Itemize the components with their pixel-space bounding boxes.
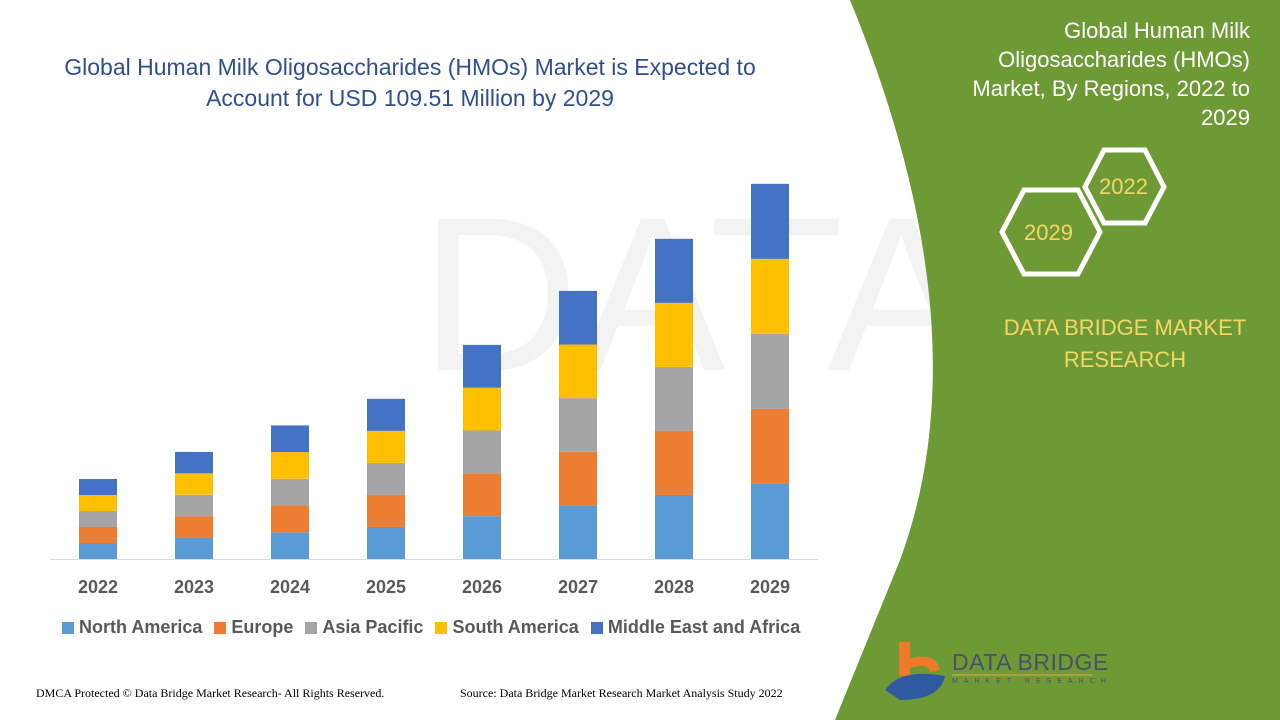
bar-segment-2023-north-america	[175, 537, 213, 559]
logo-mark	[885, 642, 945, 700]
x-tick-label: 2022	[78, 577, 118, 597]
watermark: DATA	[420, 171, 974, 417]
legend-swatch	[214, 621, 227, 634]
bar-segment-2027-middle-east-and-africa	[559, 290, 597, 345]
legend-label: Middle East and Africa	[607, 617, 801, 637]
bar-segment-2028-asia-pacific	[655, 366, 693, 431]
bar-segment-2025-asia-pacific	[367, 462, 405, 495]
legend-label: Europe	[231, 617, 294, 637]
x-tick-label: 2025	[366, 577, 406, 597]
x-tick-label: 2029	[750, 577, 790, 597]
x-tick-label: 2023	[174, 577, 214, 597]
logo-text: DATA BRIDGE	[952, 649, 1109, 675]
bar-segment-2023-middle-east-and-africa	[175, 451, 213, 474]
bar-segment-2022-south-america	[79, 495, 117, 512]
bar-segment-2026-asia-pacific	[463, 430, 501, 474]
brand-text: DATA BRIDGE MARKET RESEARCH	[1003, 315, 1247, 372]
bar-segment-2022-north-america	[79, 543, 117, 559]
source-note: Source: Data Bridge Market Research Mark…	[460, 686, 783, 700]
x-tick-label: 2027	[558, 577, 598, 597]
bar-segment-2026-north-america	[463, 516, 501, 559]
bar-segment-2024-middle-east-and-africa	[271, 425, 309, 453]
bar-segment-2025-south-america	[367, 430, 405, 463]
bar-segment-2029-north-america	[751, 483, 789, 559]
legend-item: South America	[435, 617, 579, 638]
x-tick-label: 2026	[462, 577, 502, 597]
legend-item: Europe	[214, 617, 293, 638]
bar-segment-2028-south-america	[655, 302, 693, 367]
legend-item: North America	[62, 617, 202, 638]
bar-segment-2026-south-america	[463, 387, 501, 431]
bar-segment-2024-asia-pacific	[271, 478, 309, 506]
legend-swatch	[305, 621, 318, 634]
copyright-notice: DMCA Protected © Data Bridge Market Rese…	[36, 686, 385, 700]
bar-segment-2029-south-america	[751, 258, 789, 334]
bar-segment-2023-south-america	[175, 473, 213, 495]
bar-segment-2028-middle-east-and-africa	[655, 238, 693, 303]
legend: North America Europe Asia Pacific South Ame…	[62, 617, 800, 638]
bar-segment-2022-europe	[79, 527, 117, 544]
bar-segment-2024-europe	[271, 505, 309, 533]
bar-segment-2027-south-america	[559, 344, 597, 399]
side-panel	[835, 0, 1280, 720]
x-tick-label: 2028	[654, 577, 694, 597]
bar-segment-2026-europe	[463, 473, 501, 517]
bar-segment-2029-europe	[751, 408, 789, 484]
bar-segment-2029-asia-pacific	[751, 333, 789, 409]
bar-segment-2028-north-america	[655, 494, 693, 559]
logo-subtext: MARKET RESEARCH	[952, 678, 1112, 685]
bar-segment-2023-europe	[175, 516, 213, 538]
chart-title: Global Human Milk Oligosaccharides (HMOs…	[64, 54, 756, 111]
bar-segment-2029-middle-east-and-africa	[751, 183, 789, 259]
bar-segment-2027-asia-pacific	[559, 398, 597, 452]
legend-item: Middle East and Africa	[590, 617, 801, 638]
bar-segment-2025-europe	[367, 494, 405, 527]
hexagon-2029	[999, 187, 1103, 277]
bar-segment-2025-middle-east-and-africa	[367, 398, 405, 431]
bar-segment-2025-north-america	[367, 526, 405, 559]
legend-swatch	[62, 621, 74, 634]
hex-label-2022: 2022	[1099, 174, 1148, 199]
hex-label-2029: 2029	[1024, 220, 1073, 245]
legend-item: Asia Pacific	[305, 617, 423, 638]
bar-segment-2022-asia-pacific	[79, 511, 117, 528]
bar-segment-2024-south-america	[271, 452, 309, 479]
bar-segment-2024-north-america	[271, 532, 309, 559]
legend-swatch	[590, 621, 603, 634]
side-panel-title: Global Human Milk Oligosaccharides (HMOs…	[972, 18, 1250, 130]
bar-segment-2022-middle-east-and-africa	[79, 479, 117, 496]
bar-segment-2027-europe	[559, 451, 597, 506]
hexagon-2022	[1082, 147, 1167, 226]
legend-label: North America	[79, 617, 203, 637]
chart-plot: 2022 2023 2024 2025 2026 2027 2028 2029	[50, 183, 818, 597]
legend-label: Asia Pacific	[322, 617, 424, 637]
bar-segment-2023-asia-pacific	[175, 494, 213, 517]
legend-swatch	[435, 621, 448, 634]
x-tick-label: 2024	[270, 577, 310, 597]
bar-segment-2028-europe	[655, 430, 693, 495]
bar-segment-2026-middle-east-and-africa	[463, 344, 501, 388]
bar-segment-2027-north-america	[559, 505, 597, 559]
legend-label: South America	[452, 617, 579, 637]
